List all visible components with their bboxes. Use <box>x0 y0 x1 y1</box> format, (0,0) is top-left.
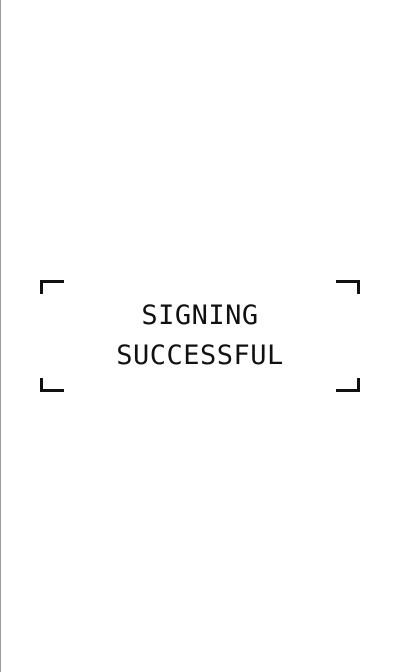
frame-corner-bottom-left <box>40 378 64 392</box>
status-message: SIGNING SUCCESSFUL <box>40 296 360 376</box>
frame-corner-bottom-right <box>336 378 360 392</box>
status-frame: SIGNING SUCCESSFUL <box>40 280 360 392</box>
status-message-line-1: SIGNING <box>141 300 259 331</box>
frame-corner-top-right <box>336 280 360 294</box>
window-edge-divider <box>0 0 1 672</box>
status-message-line-2: SUCCESSFUL <box>116 340 284 371</box>
frame-corner-top-left <box>40 280 64 294</box>
